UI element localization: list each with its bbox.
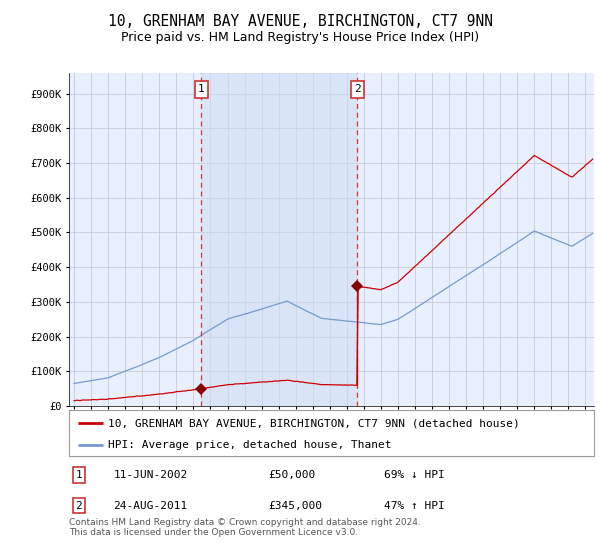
Text: 2: 2 — [354, 85, 361, 95]
Text: 10, GRENHAM BAY AVENUE, BIRCHINGTON, CT7 9NN (detached house): 10, GRENHAM BAY AVENUE, BIRCHINGTON, CT7… — [109, 418, 520, 428]
Text: 1: 1 — [76, 470, 82, 480]
Text: £50,000: £50,000 — [269, 470, 316, 480]
Text: 10, GRENHAM BAY AVENUE, BIRCHINGTON, CT7 9NN: 10, GRENHAM BAY AVENUE, BIRCHINGTON, CT7… — [107, 14, 493, 29]
Text: 69% ↓ HPI: 69% ↓ HPI — [384, 470, 445, 480]
Text: £345,000: £345,000 — [269, 501, 323, 511]
Text: Contains HM Land Registry data © Crown copyright and database right 2024.
This d: Contains HM Land Registry data © Crown c… — [69, 518, 421, 538]
Text: Price paid vs. HM Land Registry's House Price Index (HPI): Price paid vs. HM Land Registry's House … — [121, 31, 479, 44]
Text: 1: 1 — [198, 85, 205, 95]
Text: 24-AUG-2011: 24-AUG-2011 — [113, 501, 188, 511]
Bar — [201, 73, 358, 406]
Text: 2: 2 — [76, 501, 82, 511]
Text: 47% ↑ HPI: 47% ↑ HPI — [384, 501, 445, 511]
Text: 11-JUN-2002: 11-JUN-2002 — [113, 470, 188, 480]
Text: HPI: Average price, detached house, Thanet: HPI: Average price, detached house, Than… — [109, 440, 392, 450]
